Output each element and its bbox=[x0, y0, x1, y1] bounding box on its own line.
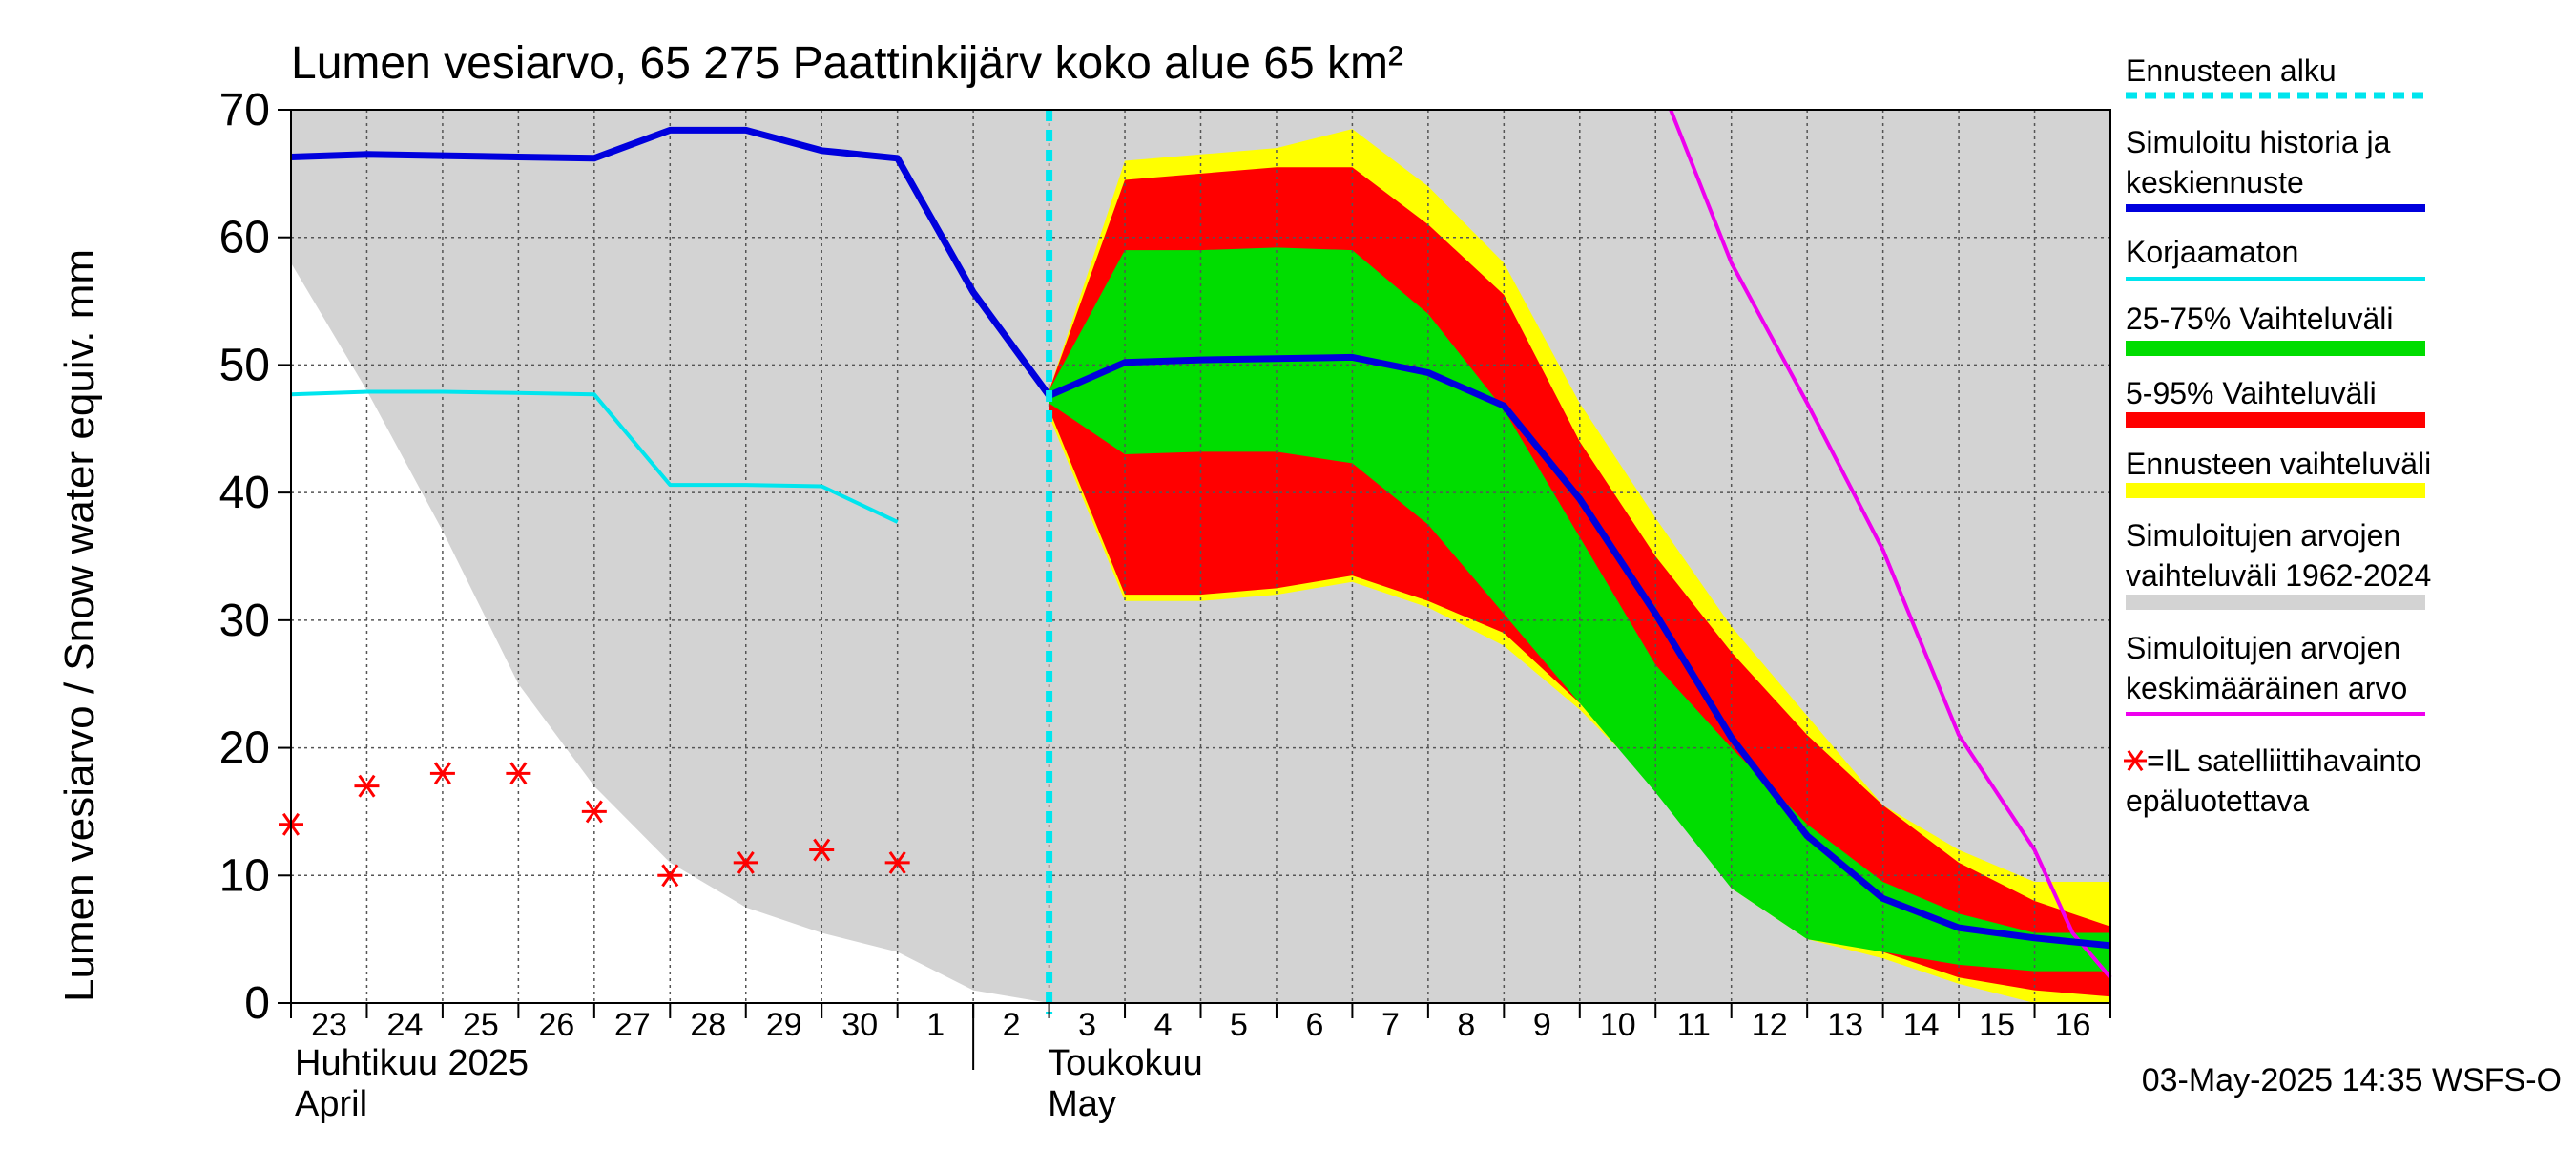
satellite-observation-marker bbox=[581, 800, 607, 824]
satellite-observation-marker bbox=[884, 850, 910, 874]
x-day-label: 14 bbox=[1903, 1007, 1940, 1043]
legend-label-line: epäluotettava bbox=[2126, 784, 2309, 818]
y-tick-label: 50 bbox=[219, 340, 270, 390]
legend-label-line: 25-75% Vaihteluväli bbox=[2126, 302, 2393, 336]
legend-swatch bbox=[2126, 341, 2425, 356]
x-day-label: 15 bbox=[1979, 1007, 2015, 1043]
legend-item-5-95-vaihteluv-li: 5-95% Vaihteluväli bbox=[2126, 376, 2425, 428]
series-line-korjaamaton bbox=[290, 389, 899, 524]
x-day-label: 3 bbox=[1078, 1007, 1096, 1043]
x-day-label: 28 bbox=[690, 1007, 726, 1043]
x-day-label: 10 bbox=[1600, 1007, 1636, 1043]
legend-swatch bbox=[2126, 483, 2425, 498]
x-month-label-fi: Toukokuu bbox=[1048, 1043, 1203, 1083]
x-day-label: 1 bbox=[926, 1007, 945, 1043]
legend-label-line: Simuloitujen arvojen bbox=[2126, 631, 2400, 665]
legend-item-korjaamaton: Korjaamaton bbox=[2126, 235, 2425, 281]
satellite-observation-marker bbox=[733, 850, 758, 874]
series-line-simuloitujen-arvojen-keskim-r-inen-arvo bbox=[1669, 109, 2112, 979]
y-tick-label: 70 bbox=[219, 85, 270, 136]
x-day-label: 11 bbox=[1677, 1007, 1711, 1043]
x-day-label: 29 bbox=[766, 1007, 802, 1043]
legend-label-line: Ennusteen alku bbox=[2126, 53, 2337, 88]
satellite-observation-marker bbox=[809, 838, 835, 862]
x-day-label: 9 bbox=[1533, 1007, 1551, 1043]
series-line-simuloitu-historia-ja-keskiennuste bbox=[290, 126, 2111, 950]
legend-item-25-75-vaihteluv-li: 25-75% Vaihteluväli bbox=[2126, 302, 2425, 356]
legend-item-simuloitu-historia-ja-keskiennuste: Simuloitu historia ja keskiennuste bbox=[2126, 125, 2425, 212]
x-day-label: 23 bbox=[311, 1007, 347, 1043]
x-day-label: 5 bbox=[1230, 1007, 1248, 1043]
footer-timestamp: 03-May-2025 14:35 WSFS-O bbox=[2142, 1062, 2562, 1098]
satellite-observation-marker bbox=[657, 864, 683, 888]
x-day-label: 26 bbox=[538, 1007, 574, 1043]
x-day-label: 16 bbox=[2055, 1007, 2091, 1043]
legend-swatch bbox=[2126, 412, 2425, 428]
y-tick-label: 40 bbox=[219, 468, 270, 518]
x-day-label: 7 bbox=[1381, 1007, 1400, 1043]
x-month-label-en: May bbox=[1048, 1084, 1116, 1124]
x-day-label: 6 bbox=[1305, 1007, 1323, 1043]
legend-item-simuloitujen-arvojen-vaihteluv-li-1962-2024: Simuloitujen arvojen vaihteluväli 1962-20… bbox=[2126, 518, 2431, 610]
satellite-observation-marker bbox=[354, 774, 380, 798]
satellite-observation-marker bbox=[429, 762, 455, 785]
legend-item-il-satelliittihavainto-ep-luotettava: =IL satelliittihavainto epäluotettava bbox=[2124, 743, 2421, 818]
legend: Ennusteen alku Simuloitu historia ja keski… bbox=[2124, 53, 2431, 818]
y-axis-label: Lumen vesiarvo / Snow water equiv. mm bbox=[56, 249, 103, 1002]
x-day-label: 12 bbox=[1752, 1007, 1788, 1043]
y-axis: 0 10 20 30 40 50 60 70 bbox=[219, 85, 291, 1029]
x-day-label: 13 bbox=[1827, 1007, 1863, 1043]
plot-area bbox=[279, 109, 2112, 1014]
x-day-label: 24 bbox=[387, 1007, 424, 1043]
x-day-label: 27 bbox=[614, 1007, 651, 1043]
legend-label-line: Simuloitujen arvojen bbox=[2126, 518, 2400, 553]
x-month-label-fi: Huhtikuu 2025 bbox=[295, 1043, 529, 1083]
x-day-label: 30 bbox=[841, 1007, 878, 1043]
legend-label-line: 5-95% Vaihteluväli bbox=[2126, 376, 2377, 410]
y-tick-label: 30 bbox=[219, 596, 270, 646]
y-tick-label: 10 bbox=[219, 850, 270, 901]
y-tick-label: 0 bbox=[244, 978, 270, 1029]
legend-item-ennusteen-alku: Ennusteen alku bbox=[2126, 53, 2425, 99]
y-tick-label: 20 bbox=[219, 723, 270, 774]
legend-item-ennusteen-vaihteluv-li: Ennusteen vaihteluväli bbox=[2126, 447, 2431, 498]
satellite-observation-marker bbox=[506, 762, 531, 785]
y-tick-label: 60 bbox=[219, 213, 270, 263]
chart-title: Lumen vesiarvo, 65 275 Paattinkijärv kok… bbox=[291, 38, 1403, 89]
legend-label-line: keskiennuste bbox=[2126, 165, 2304, 199]
x-day-label: 8 bbox=[1457, 1007, 1475, 1043]
legend-label-line: keskimääräinen arvo bbox=[2126, 671, 2407, 705]
band-25-75-vaihteluv-li bbox=[1049, 247, 2110, 972]
legend-label-line: Korjaamaton bbox=[2126, 235, 2298, 269]
x-day-label: 4 bbox=[1154, 1007, 1173, 1043]
legend-label-line: =IL satelliittihavainto bbox=[2147, 743, 2421, 778]
x-day-label: 2 bbox=[1003, 1007, 1021, 1043]
legend-label-line: Simuloitu historia ja bbox=[2126, 125, 2391, 159]
x-axis: 23 24 25 26 27 28 29 30 1 2 3 4 5 6 7 8 9 10 11 12 13 14 15 16H… bbox=[290, 1003, 2111, 1124]
x-month-label-en: April bbox=[295, 1084, 367, 1124]
legend-label-line: Ennusteen vaihteluväli bbox=[2126, 447, 2431, 481]
legend-swatch bbox=[2126, 595, 2425, 610]
legend-item-simuloitujen-arvojen-keskim-r-inen-arvo: Simuloitujen arvojen keskimääräinen arvo bbox=[2126, 631, 2425, 716]
x-day-label: 25 bbox=[463, 1007, 499, 1043]
legend-label-line: vaihteluväli 1962-2024 bbox=[2126, 558, 2431, 593]
